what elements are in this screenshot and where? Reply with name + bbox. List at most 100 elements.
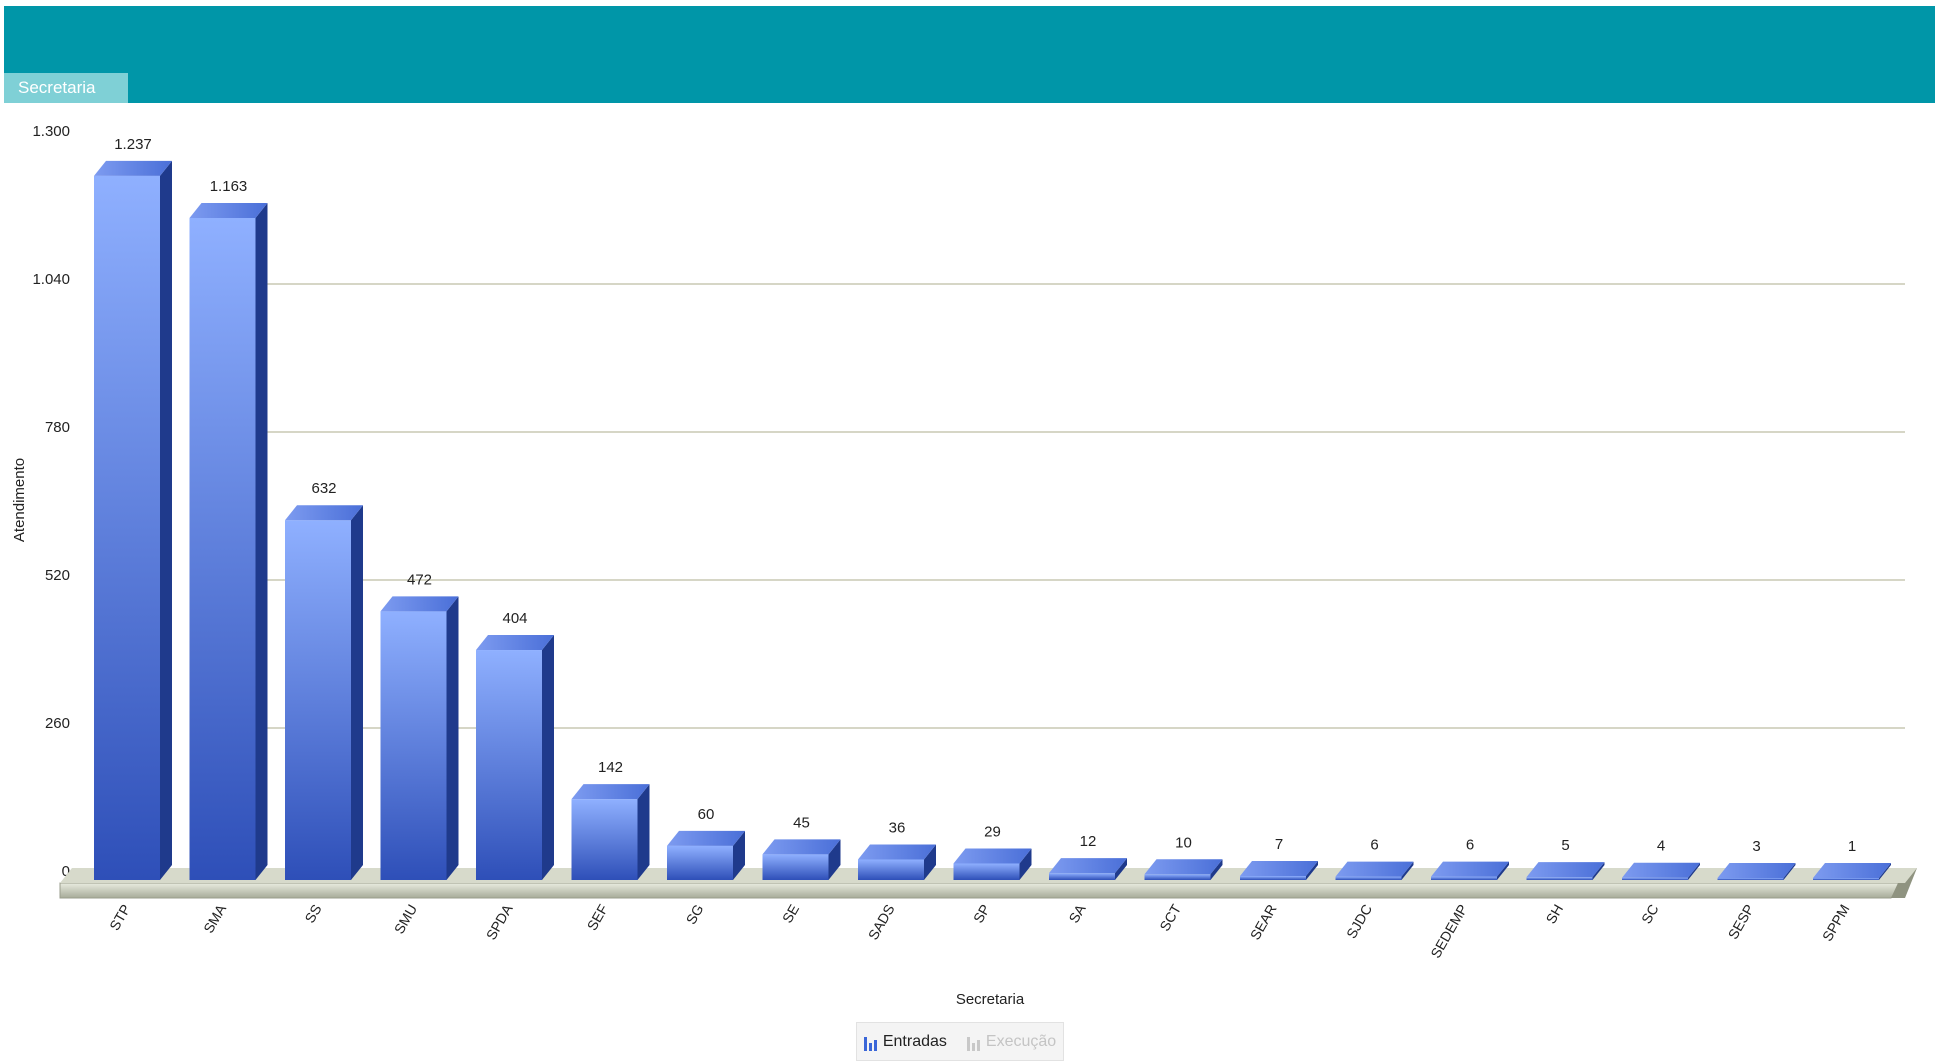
bar-top [1240, 861, 1318, 877]
bar-front [1813, 878, 1879, 880]
bar-sedemp[interactable] [1431, 861, 1509, 880]
bar-side [1688, 862, 1700, 880]
x-tick-label: SP [970, 902, 993, 926]
bar-front [94, 175, 160, 880]
bar-front [762, 854, 829, 880]
y-tick-label: 1.040 [32, 271, 70, 288]
data-label: 6 [1370, 837, 1378, 854]
bar-top [1049, 858, 1127, 874]
data-label: 632 [311, 480, 336, 497]
bar-side [1115, 858, 1127, 880]
y-tick-label: 780 [45, 419, 70, 436]
y-tick-label: 1.300 [32, 123, 70, 140]
bar-side [446, 596, 459, 880]
bar-front [1526, 877, 1593, 880]
bar-top [1431, 861, 1509, 877]
bar-sear[interactable] [1240, 861, 1318, 880]
data-label: 10 [1175, 834, 1192, 851]
legend-item-execucao[interactable]: Execução [966, 1032, 1057, 1051]
bar-sppm[interactable] [1813, 863, 1891, 880]
bar-chart: 0 260 520 780 1.040 1.300 1.237 1.163 632 472 404… [11, 123, 1917, 1008]
bar-front [189, 217, 256, 880]
x-tick-label: STP [106, 902, 133, 934]
bar-side [160, 160, 172, 880]
y-tick-label: 0 [62, 863, 70, 880]
y-axis: 0 260 520 780 1.040 1.300 [32, 123, 70, 880]
bar-front [1622, 877, 1688, 880]
bar-front [1049, 873, 1115, 880]
data-label: 7 [1275, 836, 1283, 853]
y-tick-label: 520 [45, 567, 70, 584]
bar-top [1526, 862, 1605, 878]
x-tick-label: SMU [391, 902, 420, 937]
data-label: 3 [1752, 838, 1760, 855]
x-tick-label: SEF [584, 902, 611, 934]
bar-side [1210, 859, 1223, 880]
bar-ss[interactable] [285, 505, 363, 880]
bar-se[interactable] [762, 839, 841, 880]
bar-top [94, 160, 172, 176]
bar-chart-icon [966, 1033, 980, 1051]
bar-side [1306, 861, 1318, 880]
bar-front [858, 859, 924, 880]
data-label: 472 [407, 571, 432, 588]
x-tick-label: SPPM [1819, 902, 1853, 944]
bar-sads[interactable] [858, 844, 936, 880]
bar-top [1813, 863, 1891, 878]
bars: 1.237 1.163 632 472 404 142 60 45 36 29 12 10 7 6 6 5 4 3… [94, 136, 1891, 880]
bar-side [1401, 861, 1414, 880]
data-label: 6 [1466, 837, 1474, 854]
bar-front [1335, 876, 1402, 880]
x-tick-label: SADS [865, 902, 898, 943]
bar-sef[interactable] [571, 784, 650, 880]
bar-sjdc[interactable] [1335, 861, 1414, 880]
data-label: 1 [1848, 838, 1856, 855]
bar-side [637, 784, 650, 880]
bar-sc[interactable] [1622, 862, 1700, 880]
bar-sma[interactable] [189, 202, 268, 880]
data-label: 1.237 [114, 136, 152, 153]
bar-front [1240, 876, 1306, 880]
bar-side [1497, 861, 1509, 880]
bar-front [476, 650, 542, 880]
x-tick-label: SC [1638, 902, 1662, 927]
data-label: 36 [889, 820, 906, 837]
tab-secretaria[interactable]: Secretaria [4, 73, 128, 103]
x-tick-label: SESP [1725, 902, 1758, 942]
bar-side [255, 202, 268, 880]
bar-top [1717, 863, 1796, 878]
bar-front [380, 611, 447, 880]
bar-front [1431, 876, 1497, 880]
bar-sa[interactable] [1049, 858, 1127, 880]
bar-front [571, 799, 638, 880]
bar-sh[interactable] [1526, 862, 1605, 880]
bar-sct[interactable] [1144, 859, 1223, 880]
header-bar: Secretaria [4, 6, 1935, 103]
bar-front [667, 845, 733, 880]
y-axis-title: Atendimento [11, 458, 28, 542]
bar-sesp[interactable] [1717, 863, 1796, 880]
bar-stp[interactable] [94, 160, 172, 880]
bar-top [953, 848, 1032, 864]
bar-top [1144, 859, 1223, 875]
floor-top [59, 882, 1907, 899]
legend-label: Entradas [882, 1032, 947, 1050]
bar-top [571, 784, 650, 800]
data-label: 1.163 [210, 178, 248, 195]
data-label: 12 [1080, 833, 1097, 850]
bar-spda[interactable] [476, 635, 554, 880]
legend: Entradas Execução [856, 1022, 1064, 1061]
data-label: 45 [793, 814, 810, 831]
bar-side [351, 505, 363, 880]
bar-sg[interactable] [667, 830, 745, 880]
bar-side [542, 635, 554, 880]
legend-label: Execução [985, 1032, 1057, 1050]
bar-sp[interactable] [953, 848, 1032, 880]
x-tick-label: SCT [1156, 901, 1184, 934]
legend-item-entradas[interactable]: Entradas [863, 1032, 947, 1051]
bar-smu[interactable] [380, 596, 459, 880]
bar-top [1622, 862, 1700, 878]
bar-top [667, 830, 745, 846]
bar-top [189, 202, 268, 218]
x-axis: STP SMA SS SMU SPDA SEF SG SE SADS SP SA SCT SEAR SJD… [106, 901, 1852, 961]
